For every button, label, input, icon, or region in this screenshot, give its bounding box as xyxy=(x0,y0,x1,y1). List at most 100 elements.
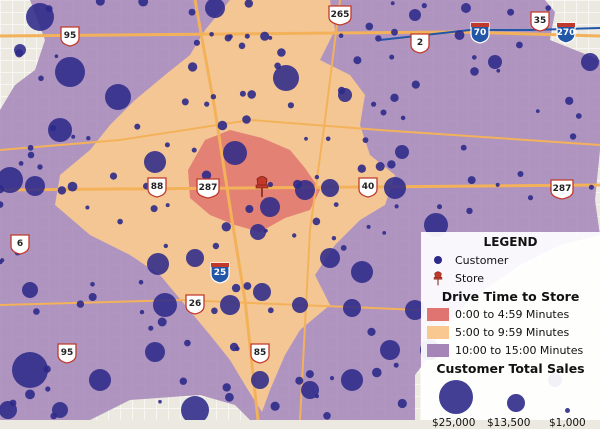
customer-point[interactable] xyxy=(264,228,268,233)
customer-point[interactable] xyxy=(158,399,162,404)
customer-point[interactable] xyxy=(389,54,395,60)
customer-point[interactable] xyxy=(9,399,17,407)
customer-point[interactable] xyxy=(27,151,35,159)
customer-point[interactable] xyxy=(157,317,167,327)
customer-point[interactable] xyxy=(395,145,409,159)
customer-point[interactable] xyxy=(48,118,72,142)
customer-point[interactable] xyxy=(186,249,204,267)
customer-point[interactable] xyxy=(67,181,78,192)
customer-point[interactable] xyxy=(38,75,44,82)
customer-point[interactable] xyxy=(144,151,166,173)
customer-point[interactable] xyxy=(247,90,256,99)
customer-point[interactable] xyxy=(293,179,302,189)
customer-point[interactable] xyxy=(267,181,273,188)
customer-point[interactable] xyxy=(277,48,286,57)
customer-point[interactable] xyxy=(150,205,158,213)
customer-point[interactable] xyxy=(90,282,95,287)
customer-point[interactable] xyxy=(400,115,406,121)
customer-point[interactable] xyxy=(105,84,131,110)
customer-point[interactable] xyxy=(375,162,385,171)
customer-point[interactable] xyxy=(320,248,340,268)
store-pin-icon[interactable] xyxy=(255,176,269,198)
customer-point[interactable] xyxy=(179,377,187,385)
customer-point[interactable] xyxy=(424,213,448,237)
customer-point[interactable] xyxy=(55,57,85,87)
customer-point[interactable] xyxy=(387,160,396,169)
customer-point[interactable] xyxy=(581,53,599,71)
customer-point[interactable] xyxy=(312,217,321,226)
customer-point[interactable] xyxy=(274,62,281,70)
customer-point[interactable] xyxy=(470,67,479,76)
customer-point[interactable] xyxy=(292,233,297,238)
customer-point[interactable] xyxy=(244,0,253,8)
customer-point[interactable] xyxy=(338,33,344,38)
customer-point[interactable] xyxy=(466,207,473,215)
customer-point[interactable] xyxy=(225,392,234,402)
customer-point[interactable] xyxy=(341,369,363,391)
customer-point[interactable] xyxy=(391,28,398,36)
customer-point[interactable] xyxy=(260,31,270,41)
customer-point[interactable] xyxy=(245,205,254,213)
customer-point[interactable] xyxy=(495,182,500,187)
customer-point[interactable] xyxy=(139,309,145,315)
customer-point[interactable] xyxy=(222,383,231,392)
customer-point[interactable] xyxy=(437,204,442,210)
customer-point[interactable] xyxy=(153,293,177,317)
customer-point[interactable] xyxy=(201,170,212,180)
customer-point[interactable] xyxy=(242,115,251,124)
customer-point[interactable] xyxy=(516,41,523,49)
customer-point[interactable] xyxy=(138,0,149,7)
customer-point[interactable] xyxy=(467,176,476,185)
customer-point[interactable] xyxy=(15,49,24,58)
customer-point[interactable] xyxy=(270,401,280,411)
customer-point[interactable] xyxy=(205,0,225,18)
customer-point[interactable] xyxy=(88,293,97,301)
customer-point[interactable] xyxy=(295,376,304,385)
customer-point[interactable] xyxy=(569,133,577,140)
customer-point[interactable] xyxy=(86,136,91,141)
customer-point[interactable] xyxy=(244,33,250,39)
customer-point[interactable] xyxy=(517,171,524,177)
customer-point[interactable] xyxy=(0,201,4,208)
customer-point[interactable] xyxy=(375,35,382,42)
customer-point[interactable] xyxy=(472,55,477,60)
customer-point[interactable] xyxy=(461,3,471,13)
customer-point[interactable] xyxy=(409,9,421,21)
customer-point[interactable] xyxy=(394,204,399,209)
customer-point[interactable] xyxy=(292,297,308,313)
customer-point[interactable] xyxy=(488,55,502,69)
customer-point[interactable] xyxy=(25,176,45,196)
customer-point[interactable] xyxy=(340,245,347,251)
customer-point[interactable] xyxy=(362,137,369,144)
customer-point[interactable] xyxy=(301,381,319,399)
customer-point[interactable] xyxy=(210,94,217,100)
customer-point[interactable] xyxy=(250,224,266,240)
customer-point[interactable] xyxy=(138,279,144,285)
customer-point[interactable] xyxy=(565,96,574,105)
customer-point[interactable] xyxy=(45,5,53,13)
customer-point[interactable] xyxy=(187,62,198,72)
customer-point[interactable] xyxy=(371,101,377,107)
customer-point[interactable] xyxy=(382,231,387,235)
customer-point[interactable] xyxy=(224,34,232,42)
customer-point[interactable] xyxy=(164,142,170,148)
customer-point[interactable] xyxy=(145,342,165,362)
customer-point[interactable] xyxy=(411,80,420,89)
customer-point[interactable] xyxy=(367,327,376,336)
customer-point[interactable] xyxy=(0,258,5,263)
customer-point[interactable] xyxy=(238,42,246,50)
customer-point[interactable] xyxy=(221,222,231,232)
customer-point[interactable] xyxy=(212,242,220,250)
customer-point[interactable] xyxy=(496,68,501,73)
customer-point[interactable] xyxy=(314,394,319,399)
customer-point[interactable] xyxy=(85,205,90,210)
customer-point[interactable] xyxy=(117,218,123,225)
customer-point[interactable] xyxy=(50,412,57,420)
customer-point[interactable] xyxy=(304,136,308,141)
customer-point[interactable] xyxy=(163,243,168,249)
customer-point[interactable] xyxy=(193,39,200,46)
customer-point[interactable] xyxy=(184,339,191,347)
customer-point[interactable] xyxy=(25,389,35,400)
customer-point[interactable] xyxy=(343,299,361,317)
customer-point[interactable] xyxy=(165,203,170,208)
